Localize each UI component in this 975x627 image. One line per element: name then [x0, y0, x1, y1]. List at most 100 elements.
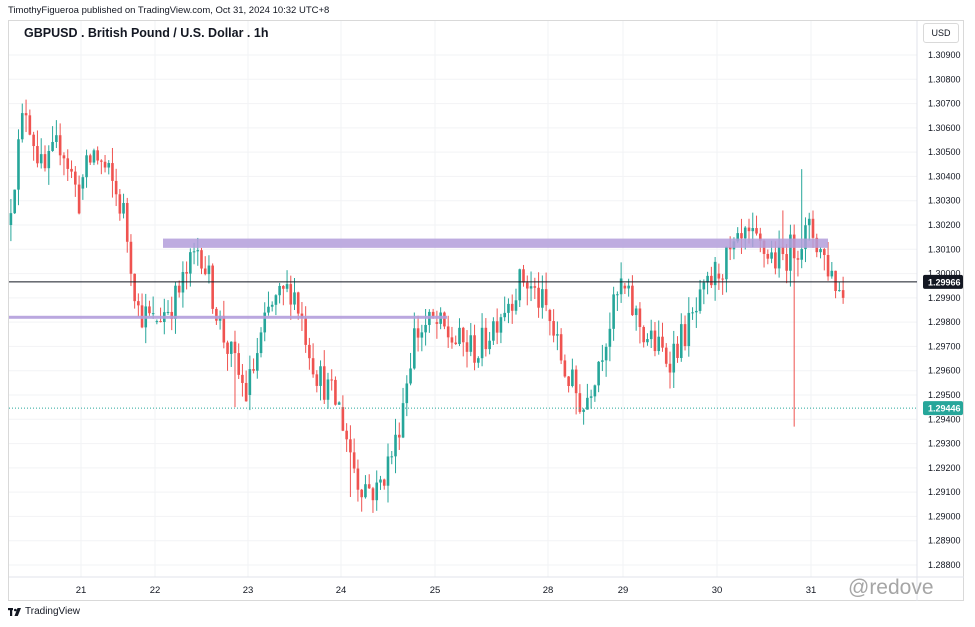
- candle-body-down: [537, 287, 540, 308]
- candle-body-down: [211, 265, 214, 309]
- candle-body-up: [413, 328, 416, 369]
- candle-body-up: [424, 324, 427, 333]
- tradingview-brand[interactable]: TradingView: [8, 606, 80, 617]
- y-tick-label: 1.29800: [928, 317, 961, 327]
- candle-body-up: [589, 396, 593, 398]
- candle-body-up: [691, 312, 694, 314]
- watermark: @redove: [848, 576, 934, 599]
- candle-body-up: [582, 409, 585, 412]
- candle-body-up: [695, 310, 698, 313]
- y-tick-label: 1.29200: [928, 463, 961, 473]
- candle-body-up: [751, 228, 755, 232]
- candle-body-up: [155, 321, 159, 323]
- candle-body-down: [118, 194, 122, 214]
- y-tick-label: 1.30300: [928, 196, 961, 206]
- candle-body-down: [62, 155, 66, 159]
- candle-body-down: [653, 330, 657, 352]
- candle-body-down: [484, 327, 488, 350]
- candle-body-down: [241, 374, 244, 383]
- candle-body-up: [192, 251, 196, 253]
- candle-body-up: [518, 269, 522, 301]
- candle-body-down: [740, 233, 743, 239]
- x-tick-label: 31: [806, 585, 817, 596]
- candle-body-up: [480, 327, 484, 359]
- candle-body-up: [293, 292, 296, 305]
- candle-body-down: [664, 347, 668, 364]
- y-tick-label: 1.30200: [928, 220, 961, 230]
- candle-body-up: [386, 456, 390, 486]
- candle-body-down: [371, 488, 375, 501]
- candle-body-up: [274, 295, 278, 305]
- candle-body-down: [177, 285, 181, 293]
- candle-body-down: [638, 308, 642, 328]
- candle-body-up: [51, 141, 54, 151]
- y-tick-label: 1.30400: [928, 171, 961, 181]
- candle-body-down: [200, 250, 203, 269]
- candle-body-up: [375, 482, 379, 501]
- candle-body-up: [804, 225, 807, 250]
- candle-body-up: [326, 379, 330, 400]
- candle-body-up: [608, 328, 612, 347]
- candle-body-down: [781, 246, 785, 255]
- candle-body-down: [510, 303, 514, 311]
- y-tick-label: 1.28900: [928, 536, 961, 546]
- candle-body-down: [170, 311, 174, 319]
- candle-body-up: [492, 321, 495, 341]
- candle-body-down: [728, 246, 732, 250]
- x-tick-label: 25: [430, 585, 441, 596]
- candle-body-up: [248, 369, 252, 395]
- candle-body-up: [770, 252, 773, 259]
- candle-body-down: [222, 315, 226, 343]
- candle-body-up: [743, 227, 747, 239]
- candle-body-up: [499, 317, 503, 333]
- candle-body-down: [431, 311, 435, 317]
- candle-body-up: [267, 306, 270, 313]
- candle-body-down: [58, 135, 62, 156]
- candle-body-down: [544, 289, 548, 306]
- y-tick-label: 1.30500: [928, 147, 961, 157]
- candle-body-up: [47, 150, 51, 169]
- candle-body-down: [717, 273, 721, 279]
- candle-body-down: [360, 489, 363, 498]
- candle-body-down: [137, 301, 140, 306]
- y-tick-label: 1.29600: [928, 366, 961, 376]
- candle-body-down: [159, 321, 162, 323]
- candle-body-up: [706, 275, 709, 283]
- candle-body-down: [28, 115, 32, 135]
- line-price-label: 1.29966: [928, 277, 961, 287]
- candle-body-up: [687, 312, 691, 347]
- candle-body-down: [642, 327, 645, 343]
- candle-body-down: [495, 321, 499, 333]
- candle-body-down: [77, 184, 81, 214]
- candle-body-up: [270, 304, 274, 307]
- x-tick-label: 23: [243, 585, 254, 596]
- candle-body-up: [612, 294, 615, 329]
- candle-body-down: [252, 369, 255, 371]
- candle-body-up: [390, 456, 394, 458]
- candle-body-down: [382, 479, 386, 486]
- candle-body-down: [233, 341, 237, 354]
- candle-body-down: [522, 269, 525, 283]
- candle-body-down: [774, 252, 777, 269]
- candle-body-down: [796, 258, 800, 260]
- candle-body-up: [601, 360, 604, 362]
- candle-body-down: [367, 484, 371, 489]
- candle-body-up: [819, 249, 822, 253]
- candle-body-up: [9, 213, 13, 225]
- currency-selector[interactable]: USD: [923, 23, 959, 43]
- candle-body-down: [103, 161, 107, 168]
- y-tick-label: 1.30000: [928, 269, 961, 279]
- candle-body-down: [721, 278, 724, 280]
- y-tick-label: 1.30100: [928, 244, 961, 254]
- candle-body-up: [174, 285, 177, 319]
- candle-body-down: [185, 272, 188, 274]
- candle-body-down: [785, 254, 788, 271]
- candle-body-up: [702, 282, 706, 290]
- candle-body-up: [488, 340, 491, 350]
- candle-body-up: [81, 177, 85, 189]
- candle-body-down: [215, 308, 218, 321]
- candle-body-down: [282, 285, 285, 289]
- candle-body-up: [278, 285, 281, 296]
- y-tick-label: 1.30900: [928, 50, 961, 60]
